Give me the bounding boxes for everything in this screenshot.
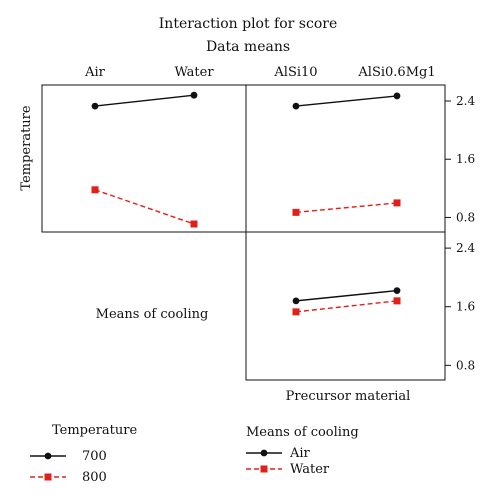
panel3-series-air-point-1 (393, 287, 401, 295)
legend-means-of-cooling: Means of cooling Air Water (246, 425, 359, 477)
top-label-water: Water (174, 65, 214, 80)
legend-title-means-of-cooling: Means of cooling (246, 425, 359, 440)
legend-entry-700: 700 (82, 449, 107, 464)
panel2-series-700-point-1 (393, 92, 401, 100)
series-layer (91, 91, 401, 316)
panel3-series-water-point-1 (393, 297, 401, 305)
panel3-series-air-line (295, 289, 398, 302)
panel3-series-water-point-0 (292, 308, 300, 316)
top-label-alsi06mg1: AlSi0.6Mg1 (357, 65, 435, 80)
legend-marker-air (260, 449, 268, 457)
panel2-series-700-point-0 (292, 102, 300, 110)
y-tick-label-top-1: 1.6 (456, 152, 475, 166)
top-label-alsi10: AlSi10 (273, 65, 317, 80)
legend-temperature: Temperature 700 800 (30, 423, 137, 485)
panel3-series-water-line (295, 300, 398, 313)
panel1-series-700-point-0 (91, 102, 99, 110)
panel2-series-800-line (295, 202, 398, 214)
legend-title-temperature: Temperature (52, 423, 137, 438)
panel1-series-800-point-1 (190, 220, 198, 228)
legend-marker-800 (44, 473, 52, 481)
factor-label-means-of-cooling: Means of cooling (96, 307, 209, 322)
y-axis-bottom: 2.4 1.6 0.8 (445, 241, 475, 372)
chart-title: Interaction plot for score (159, 16, 337, 32)
y-tick-label-top-2: 0.8 (456, 210, 475, 224)
panel1-series-800-point-0 (91, 186, 99, 194)
panel1-series-700-line (94, 94, 195, 107)
panel1-series-800-line (94, 189, 195, 225)
y-axis-top: 2.4 1.6 0.8 (445, 94, 475, 224)
panel-frame-cooling-precursor (245, 231, 446, 381)
legend-marker-700 (44, 452, 52, 460)
legend-entry-air: Air (289, 446, 311, 461)
chart-subtitle: Data means (206, 39, 290, 55)
y-tick-label-bottom-1: 1.6 (456, 300, 475, 314)
panel2-series-700-line (295, 95, 398, 107)
y-tick-label-top-0: 2.4 (456, 94, 475, 108)
legend-entry-800: 800 (82, 470, 107, 485)
panel-frame-temp-precursor (245, 84, 446, 233)
legend-entry-water: Water (290, 462, 330, 477)
panel-frame-temp-cooling (41, 84, 247, 233)
panel2-series-800-point-0 (292, 208, 300, 216)
panel2-series-800-point-1 (393, 199, 401, 207)
panel3-series-air-point-0 (292, 297, 300, 305)
legend-marker-water (260, 465, 268, 473)
y-tick-label-bottom-2: 0.8 (456, 358, 475, 372)
factor-label-precursor-material: Precursor material (286, 389, 411, 404)
y-tick-label-bottom-0: 2.4 (456, 241, 475, 255)
factor-label-temperature: Temperature (19, 105, 34, 190)
top-label-air: Air (84, 65, 106, 80)
panel1-series-700-point-1 (190, 91, 198, 99)
